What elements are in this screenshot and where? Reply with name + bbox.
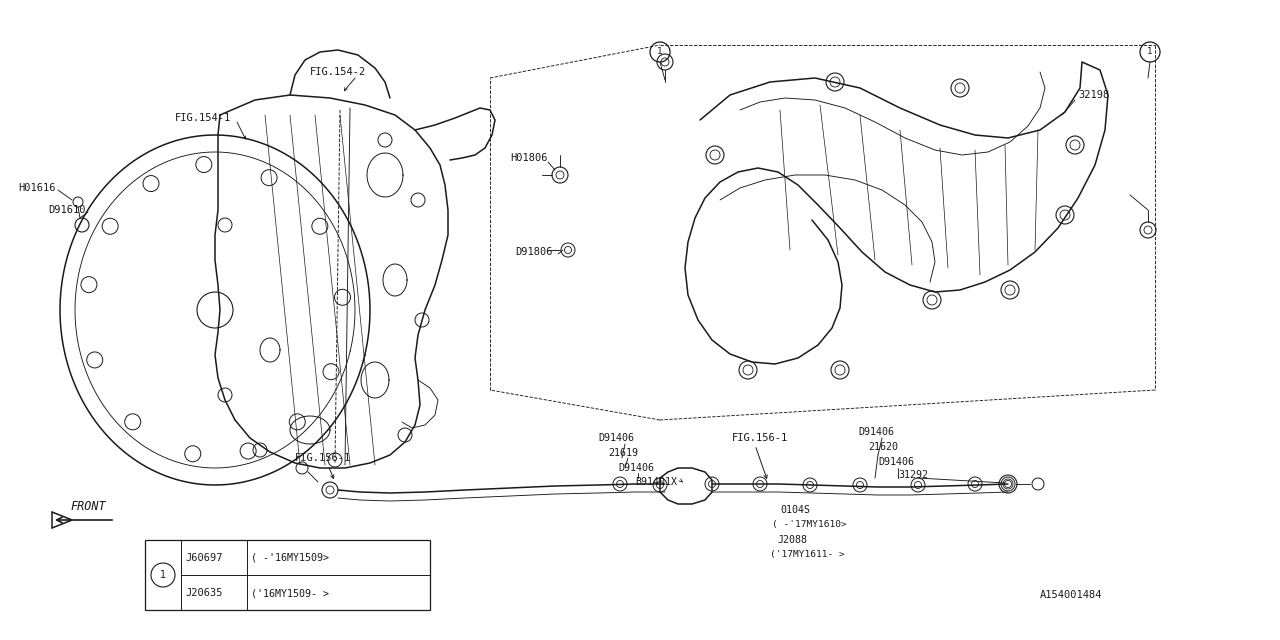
Text: FRONT: FRONT xyxy=(70,500,106,513)
Text: 1: 1 xyxy=(160,570,166,580)
Text: D91406: D91406 xyxy=(858,427,893,437)
Text: ('17MY1611- >: ('17MY1611- > xyxy=(771,550,845,559)
Text: D91806: D91806 xyxy=(515,247,553,257)
Text: FIG.156-1: FIG.156-1 xyxy=(732,433,788,443)
Text: A154001484: A154001484 xyxy=(1039,590,1102,600)
Text: J60697: J60697 xyxy=(186,553,223,563)
Text: H01616: H01616 xyxy=(18,183,55,193)
Text: J20635: J20635 xyxy=(186,588,223,598)
Text: 32198: 32198 xyxy=(1078,90,1110,100)
Text: FIG.154-2: FIG.154-2 xyxy=(310,67,366,77)
Text: 1: 1 xyxy=(657,47,663,56)
Text: B91401X: B91401X xyxy=(635,477,677,487)
Text: 21620: 21620 xyxy=(868,442,899,452)
Text: D91406: D91406 xyxy=(878,457,914,467)
Text: ('16MY1509- >: ('16MY1509- > xyxy=(251,588,329,598)
Text: D91406: D91406 xyxy=(618,463,654,473)
Text: ( -'16MY1509>: ( -'16MY1509> xyxy=(251,553,329,563)
Text: 1: 1 xyxy=(1147,47,1153,56)
Text: 31292: 31292 xyxy=(899,470,928,480)
Text: ( -'17MY1610>: ( -'17MY1610> xyxy=(772,520,847,529)
Text: FIG.156-1: FIG.156-1 xyxy=(294,453,351,463)
Text: 21619: 21619 xyxy=(608,448,637,458)
Text: FIG.154-1: FIG.154-1 xyxy=(175,113,232,123)
Text: 0104S: 0104S xyxy=(780,505,810,515)
Text: D91406: D91406 xyxy=(598,433,634,443)
FancyBboxPatch shape xyxy=(145,540,430,610)
Text: D91610: D91610 xyxy=(49,205,86,215)
Text: H01806: H01806 xyxy=(509,153,548,163)
Text: J2088: J2088 xyxy=(778,535,808,545)
